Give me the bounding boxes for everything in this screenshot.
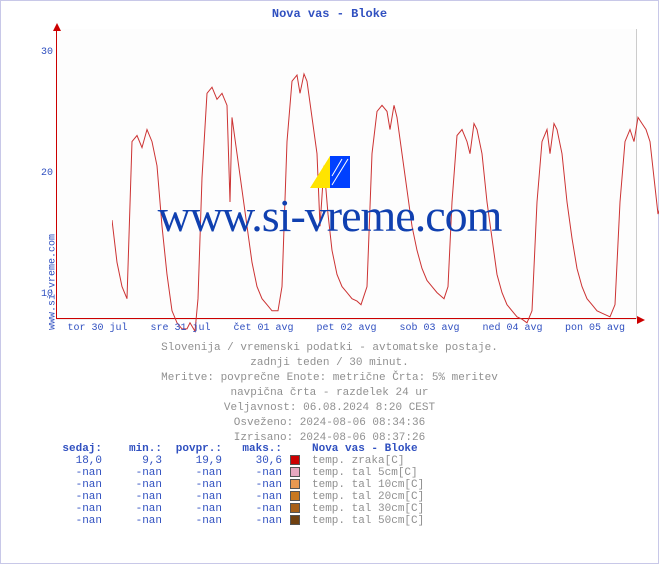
cell-now: -nan [46, 503, 106, 515]
col-header-max: maks.: [226, 443, 286, 455]
legend-swatch [290, 503, 300, 513]
legend-swatch [290, 467, 300, 477]
footer-line-1: Slovenija / vremenski podatki - avtomats… [1, 341, 658, 356]
col-header-avg: povpr.: [166, 443, 226, 455]
legend-label: temp. tal 30cm[C] [308, 503, 428, 515]
x-tick: čet 01 avg [233, 323, 293, 334]
cell-avg: -nan [166, 491, 226, 503]
cell-min: -nan [106, 515, 166, 527]
site-logo-icon [310, 156, 350, 188]
y-tick: 20 [31, 168, 53, 179]
table-row: -nan-nan-nan-nantemp. tal 30cm[C] [46, 503, 428, 515]
cell-avg: -nan [166, 503, 226, 515]
chart-title: Nova vas - Bloke [1, 7, 658, 21]
table-row: -nan-nan-nan-nantemp. tal 10cm[C] [46, 479, 428, 491]
x-tick: sob 03 avg [399, 323, 459, 334]
footer-line-4: navpična črta - razdelek 24 ur [1, 386, 658, 401]
legend-swatch [290, 491, 300, 501]
table-row: -nan-nan-nan-nantemp. tal 20cm[C] [46, 491, 428, 503]
cell-now: -nan [46, 491, 106, 503]
footer-line-3: Meritve: povprečne Enote: metrične Črta:… [1, 371, 658, 386]
cell-now: -nan [46, 515, 106, 527]
x-tick: pon 05 avg [565, 323, 625, 334]
cell-now: 18,0 [46, 455, 106, 467]
cell-avg: -nan [166, 479, 226, 491]
x-tick: pet 02 avg [316, 323, 376, 334]
cell-min: -nan [106, 491, 166, 503]
cell-min: 9,3 [106, 455, 166, 467]
cell-now: -nan [46, 467, 106, 479]
cell-max: -nan [226, 479, 286, 491]
cell-min: -nan [106, 479, 166, 491]
col-header-series: Nova vas - Bloke [308, 443, 428, 455]
cell-min: -nan [106, 503, 166, 515]
footer-metadata: Slovenija / vremenski podatki - avtomats… [1, 341, 658, 446]
footer-line-5: Veljavnost: 06.08.2024 8:20 CEST [1, 401, 658, 416]
footer-line-6: Osveženo: 2024-08-06 08:34:36 [1, 416, 658, 431]
table-header-row: sedaj: min.: povpr.: maks.: Nova vas - B… [46, 443, 428, 455]
table-row: 18,09,319,930,6 temp. zraka[C] [46, 455, 428, 467]
chart-container: www.si-vreme.com Nova vas - Bloke www.si… [0, 0, 659, 564]
legend-swatch [290, 455, 300, 465]
x-tick: sre 31 jul [150, 323, 210, 334]
y-tick: 10 [31, 289, 53, 300]
cell-now: -nan [46, 479, 106, 491]
x-axis-arrow [637, 316, 645, 324]
cell-max: -nan [226, 503, 286, 515]
y-axis-arrow [53, 23, 61, 31]
y-tick: 30 [31, 47, 53, 58]
cell-max: 30,6 [226, 455, 286, 467]
x-tick: ned 04 avg [482, 323, 542, 334]
table-row: -nan-nan-nan-nantemp. tal 50cm[C] [46, 515, 428, 527]
footer-line-2: zadnji teden / 30 minut. [1, 356, 658, 371]
table-row: -nan-nan-nan-nantemp. tal 5cm[C] [46, 467, 428, 479]
legend-label: temp. tal 50cm[C] [308, 515, 428, 527]
watermark-text: www.si-vreme.com [1, 189, 658, 242]
legend-label: temp. zraka[C] [308, 455, 428, 467]
cell-avg: 19,9 [166, 455, 226, 467]
cell-min: -nan [106, 467, 166, 479]
legend-label: temp. tal 20cm[C] [308, 491, 428, 503]
cell-avg: -nan [166, 467, 226, 479]
stats-legend-table: sedaj: min.: povpr.: maks.: Nova vas - B… [46, 443, 638, 527]
cell-max: -nan [226, 491, 286, 503]
cell-max: -nan [226, 515, 286, 527]
cell-max: -nan [226, 467, 286, 479]
col-header-now: sedaj: [46, 443, 106, 455]
legend-swatch [290, 479, 300, 489]
legend-swatch [290, 515, 300, 525]
legend-label: temp. tal 10cm[C] [308, 479, 428, 491]
cell-avg: -nan [166, 515, 226, 527]
col-header-min: min.: [106, 443, 166, 455]
legend-label: temp. tal 5cm[C] [308, 467, 428, 479]
x-tick: tor 30 jul [67, 323, 127, 334]
